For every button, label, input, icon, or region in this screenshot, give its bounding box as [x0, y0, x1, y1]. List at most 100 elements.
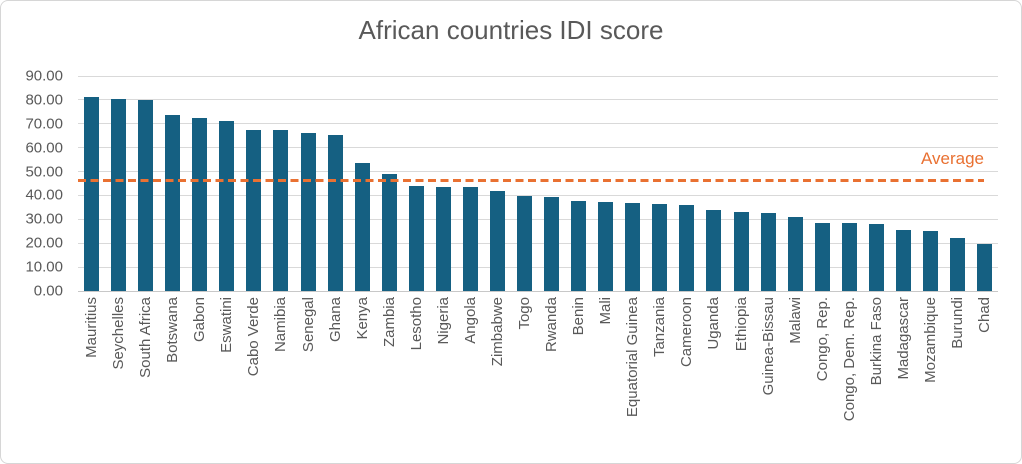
x-label-burundi: Burundi — [949, 297, 967, 349]
x-label-cell: Seychelles — [105, 297, 132, 457]
x-label-uganda: Uganda — [705, 297, 723, 350]
x-label-eswatini: Eswatini — [218, 297, 236, 353]
bar-kenya — [354, 162, 370, 291]
average-line — [78, 179, 984, 183]
bar-lesotho — [408, 186, 424, 291]
y-tick-label-20: 20.00 — [25, 234, 63, 252]
bar-congo-dem-rep — [841, 223, 857, 291]
bar-congo-rep — [814, 223, 830, 291]
x-label-mauritius: Mauritius — [83, 297, 101, 358]
bar-slot — [376, 76, 403, 291]
x-label-cell: Chad — [971, 297, 998, 457]
gridline-20 — [78, 242, 998, 244]
bar-mauritius — [84, 97, 100, 291]
bar-slot — [944, 76, 971, 291]
bar-slot — [728, 76, 755, 291]
bar-slot — [267, 76, 294, 291]
y-tick-label-80: 80.00 — [25, 91, 63, 109]
bar-chad — [977, 244, 993, 291]
bar-slot — [322, 76, 349, 291]
x-label-cell: Benin — [565, 297, 592, 457]
x-label-tanzania: Tanzania — [651, 297, 669, 358]
x-label-zimbabwe: Zimbabwe — [488, 297, 506, 367]
y-tick-label-50: 50.00 — [25, 163, 63, 181]
x-label-guinea-bissau: Guinea-Bissau — [759, 297, 777, 396]
x-label-angola: Angola — [461, 297, 479, 344]
bar-ghana — [327, 135, 343, 291]
x-label-south-africa: South Africa — [137, 297, 155, 378]
bar-gabon — [192, 118, 208, 291]
gridline-40 — [78, 194, 998, 196]
bar-slot — [971, 76, 998, 291]
x-label-ghana: Ghana — [326, 297, 344, 343]
bar-tanzania — [652, 204, 668, 291]
bar-series — [78, 76, 998, 291]
x-label-cell: Namibia — [267, 297, 294, 457]
bar-slot — [565, 76, 592, 291]
y-tick-label-10: 10.00 — [25, 258, 63, 276]
bar-slot — [457, 76, 484, 291]
bar-slot — [619, 76, 646, 291]
x-label-cell: Togo — [511, 297, 538, 457]
bar-mali — [598, 201, 614, 291]
gridline-0 — [78, 290, 998, 292]
x-label-rwanda: Rwanda — [543, 297, 561, 353]
x-label-cell: Zimbabwe — [484, 297, 511, 457]
x-label-nigeria: Nigeria — [434, 297, 452, 345]
x-label-cell: Eswatini — [213, 297, 240, 457]
bar-togo — [517, 196, 533, 291]
bar-slot — [484, 76, 511, 291]
x-label-cell: Botswana — [159, 297, 186, 457]
plot-area: Average — [78, 75, 998, 292]
bar-slot — [349, 76, 376, 291]
x-label-cell: Rwanda — [538, 297, 565, 457]
bar-senegal — [300, 133, 316, 291]
bar-uganda — [706, 209, 722, 291]
x-label-congo-rep: Congo, Rep. — [813, 297, 831, 382]
y-tick-label-60: 60.00 — [25, 139, 63, 157]
x-label-cell: South Africa — [132, 297, 159, 457]
bar-slot — [755, 76, 782, 291]
x-label-cell: Ethiopia — [728, 297, 755, 457]
bar-slot — [132, 76, 159, 291]
x-label-namibia: Namibia — [272, 297, 290, 353]
x-label-cell: Zambia — [376, 297, 403, 457]
x-label-cell: Burkina Faso — [863, 297, 890, 457]
bar-slot — [213, 76, 240, 291]
y-tick-label-0: 0.00 — [33, 282, 63, 300]
x-label-mali: Mali — [597, 297, 615, 325]
x-label-cell: Congo, Dem. Rep. — [836, 297, 863, 457]
bar-slot — [890, 76, 917, 291]
bar-slot — [186, 76, 213, 291]
bar-nigeria — [435, 186, 451, 291]
bar-rwanda — [544, 196, 560, 291]
x-label-cameroon: Cameroon — [678, 297, 696, 368]
bar-slot — [917, 76, 944, 291]
x-label-cell: Cabo Verde — [240, 297, 267, 457]
gridline-60 — [78, 147, 998, 149]
y-tick-label-90: 90.00 — [25, 67, 63, 85]
bar-ethiopia — [733, 211, 749, 291]
x-label-cell: Malawi — [782, 297, 809, 457]
x-label-senegal: Senegal — [299, 297, 317, 353]
bar-cameroon — [679, 205, 695, 291]
x-label-cell: Uganda — [700, 297, 727, 457]
x-label-mozambique: Mozambique — [921, 297, 939, 383]
gridline-80 — [78, 99, 998, 101]
x-label-zambia: Zambia — [380, 297, 398, 348]
x-label-cell: Mauritius — [78, 297, 105, 457]
chart-title: African countries IDI score — [358, 15, 664, 45]
y-tick-label-70: 70.00 — [25, 115, 63, 133]
bar-burundi — [950, 237, 966, 291]
bar-eswatini — [219, 120, 235, 291]
bar-angola — [462, 187, 478, 291]
bar-south-africa — [138, 99, 154, 291]
x-label-cell: Burundi — [944, 297, 971, 457]
gridline-70 — [78, 123, 998, 125]
x-label-seychelles: Seychelles — [110, 297, 128, 370]
bar-slot — [836, 76, 863, 291]
x-label-burkina-faso: Burkina Faso — [867, 297, 885, 386]
bar-burkina-faso — [868, 224, 884, 291]
y-axis: 0.00 10.00 20.00 30.00 40.00 50.00 60.00 70.00 8… — [1, 68, 63, 300]
